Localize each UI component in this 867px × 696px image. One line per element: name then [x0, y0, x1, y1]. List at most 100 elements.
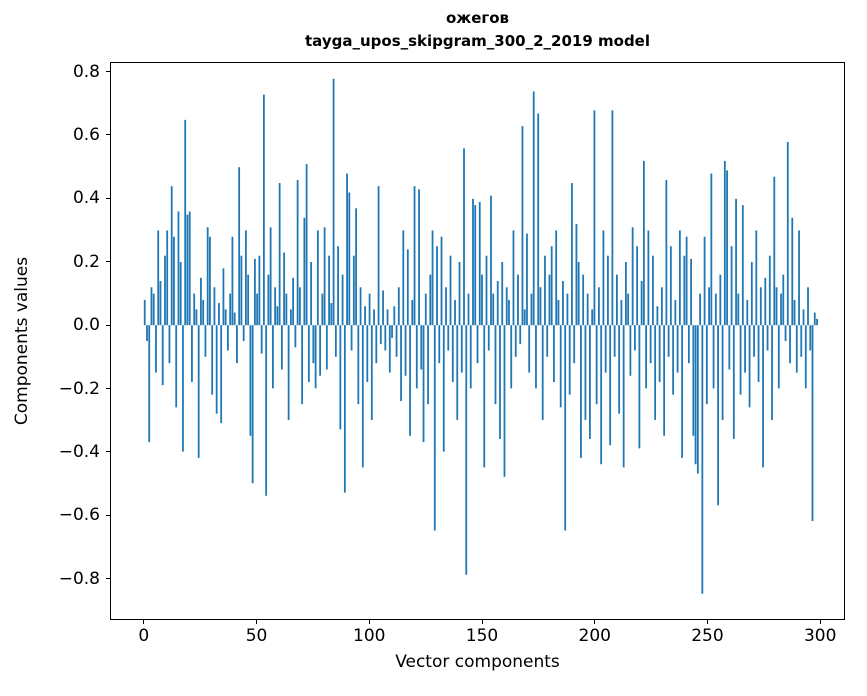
bar: [476, 325, 479, 364]
bar: [400, 325, 402, 402]
bar: [804, 325, 807, 389]
bar: [723, 160, 726, 326]
bar: [143, 299, 146, 326]
y-tick-label: 0.6: [72, 124, 100, 145]
bar: [150, 287, 153, 326]
x-tick-label: 50: [245, 626, 268, 646]
bar: [681, 325, 684, 458]
bar: [685, 236, 688, 326]
bar: [433, 325, 436, 531]
bar: [366, 325, 369, 383]
bar: [395, 325, 398, 357]
bar: [660, 287, 663, 326]
bar: [566, 293, 569, 326]
bar: [420, 325, 423, 370]
x-tick-label: 0: [138, 626, 150, 646]
bar: [202, 299, 205, 326]
bar: [465, 325, 468, 575]
bar: [319, 325, 322, 376]
bar: [712, 325, 715, 389]
bar: [591, 309, 594, 326]
bar: [481, 274, 483, 326]
x-tick-mark: [256, 620, 258, 624]
bar: [782, 274, 785, 326]
bar: [658, 325, 661, 383]
bar: [328, 255, 330, 326]
bar: [193, 293, 196, 326]
bar: [209, 236, 211, 326]
bar: [204, 325, 207, 357]
bar: [312, 325, 315, 364]
bar: [789, 325, 791, 364]
bar: [377, 186, 380, 326]
bar: [280, 325, 283, 370]
bar: [544, 255, 546, 326]
bar: [573, 325, 576, 364]
bar: [370, 325, 373, 420]
bar: [784, 325, 787, 341]
bar: [663, 325, 666, 436]
bar: [247, 274, 250, 326]
bar: [609, 325, 612, 446]
bar: [424, 293, 427, 326]
bar: [253, 258, 256, 326]
bar: [451, 325, 454, 383]
bar: [795, 325, 798, 373]
x-tick-mark: [594, 620, 596, 624]
bar: [771, 325, 773, 420]
bar: [589, 325, 591, 439]
bar: [669, 246, 672, 326]
bar: [753, 325, 755, 357]
bar: [557, 299, 560, 326]
bar: [249, 325, 252, 436]
bar: [746, 299, 749, 326]
bar: [267, 274, 270, 326]
bar: [164, 255, 166, 326]
bar: [757, 325, 760, 383]
bar: [229, 293, 232, 326]
bar: [692, 325, 695, 436]
bar: [332, 78, 335, 326]
bar: [528, 325, 531, 373]
bar: [182, 325, 184, 452]
bar: [775, 287, 778, 326]
bar: [341, 274, 344, 326]
bar: [289, 309, 292, 326]
bar: [780, 293, 782, 326]
bar: [321, 293, 324, 326]
bar: [640, 280, 643, 326]
bar: [656, 306, 659, 326]
bar: [305, 164, 308, 326]
bar: [654, 325, 657, 420]
bar: [505, 287, 508, 326]
bar: [173, 236, 175, 326]
bar: [224, 309, 227, 326]
bar: [607, 255, 609, 326]
bar: [793, 299, 796, 326]
bar: [352, 255, 355, 326]
bar: [445, 287, 447, 326]
y-tick-label: −0.8: [58, 568, 100, 589]
bar: [218, 303, 220, 326]
bar: [298, 287, 301, 326]
bar: [245, 230, 247, 326]
bar: [674, 299, 677, 326]
bar: [440, 236, 443, 326]
bar: [750, 262, 753, 326]
bar: [717, 325, 719, 506]
bar: [811, 325, 814, 522]
bar: [764, 277, 767, 326]
bar: [611, 110, 614, 326]
bar: [251, 325, 254, 484]
bar: [330, 303, 333, 326]
bar: [575, 224, 578, 326]
bar: [458, 262, 461, 326]
bar: [155, 325, 157, 373]
bar: [636, 246, 639, 326]
bar: [559, 325, 562, 408]
bar: [690, 258, 693, 326]
bar: [726, 170, 728, 326]
chart-subtitle: tayga_upos_skipgram_300_2_2019 model: [305, 32, 650, 50]
bar: [622, 325, 625, 468]
